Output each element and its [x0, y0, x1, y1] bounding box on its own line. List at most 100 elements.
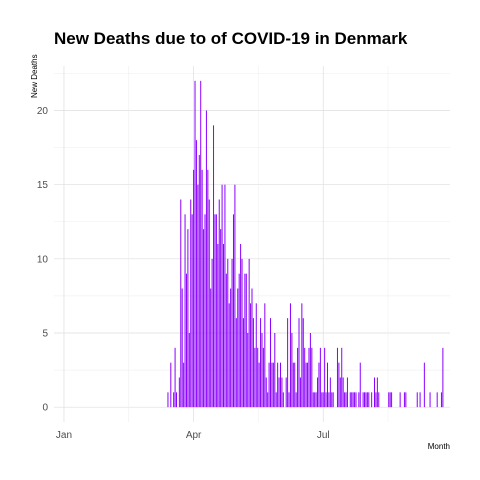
bar: [282, 392, 284, 408]
x-tick-label: Apr: [186, 430, 202, 441]
bar: [399, 392, 401, 408]
bar: [228, 303, 230, 408]
bar: [279, 362, 281, 408]
bar: [271, 362, 273, 408]
bar: [312, 392, 314, 408]
bar: [258, 362, 260, 408]
bar: [215, 214, 217, 408]
bar: [178, 377, 180, 408]
bar: [318, 362, 320, 408]
bar: [201, 169, 203, 408]
bar: [170, 362, 172, 408]
y-tick-label: 5: [42, 329, 48, 340]
bar: [205, 110, 207, 408]
bar: [389, 392, 391, 408]
bar: [405, 392, 407, 408]
y-tick-label: 0: [42, 403, 48, 414]
bar: [346, 377, 348, 408]
bar: [223, 244, 225, 408]
bar: [230, 288, 232, 408]
bar: [194, 80, 196, 408]
bar: [374, 377, 376, 408]
bar: [197, 184, 199, 408]
bar: [326, 362, 328, 408]
bar: [174, 347, 176, 408]
bar: [167, 392, 169, 408]
bar: [339, 377, 341, 408]
bar: [287, 318, 289, 408]
bar: [247, 333, 249, 408]
bar: [184, 214, 186, 408]
bar: [305, 362, 307, 408]
bar: [260, 318, 262, 408]
bar: [375, 392, 377, 408]
bar: [213, 125, 215, 408]
bar: [342, 377, 344, 408]
bar: [218, 199, 220, 408]
bar: [331, 392, 333, 408]
bar: [311, 347, 313, 408]
bar: [265, 377, 267, 408]
bar: [358, 392, 360, 408]
bar: [188, 333, 190, 408]
bar: [429, 392, 431, 408]
bar: [241, 258, 243, 408]
bar: [298, 318, 300, 408]
bar: [301, 303, 303, 408]
bar: [244, 273, 246, 408]
bar: [440, 392, 442, 408]
bar: [391, 392, 393, 408]
bar: [221, 184, 223, 408]
bar: [173, 392, 175, 408]
bar: [231, 258, 233, 408]
bar: [211, 258, 213, 408]
bar: [181, 288, 183, 408]
bar: [250, 303, 252, 408]
bar: [354, 392, 356, 408]
bar: [338, 362, 340, 408]
bar: [368, 392, 370, 408]
bar: [238, 273, 240, 408]
bar: [351, 392, 353, 408]
bar: [235, 318, 237, 408]
bar: [328, 392, 330, 408]
bar: [376, 377, 378, 408]
x-tick-label: Jul: [317, 430, 330, 441]
bar: [268, 362, 270, 408]
bar: [270, 318, 272, 408]
bar: [220, 229, 222, 408]
bar: [245, 273, 247, 408]
bar: [257, 347, 259, 408]
bar: [207, 169, 209, 408]
bar: [325, 392, 327, 408]
bar: [315, 392, 317, 408]
bar: [248, 258, 250, 408]
bar: [291, 333, 293, 408]
bar: [190, 199, 192, 408]
y-tick-labels: 0 5 10 15 20: [37, 106, 49, 414]
bar: [193, 169, 195, 408]
bar: [329, 377, 331, 408]
bar: [366, 392, 368, 408]
bar: [423, 362, 425, 408]
bar: [416, 392, 418, 408]
bar: [371, 392, 373, 408]
bar: [365, 392, 367, 408]
bar: [261, 333, 263, 408]
bar: [251, 288, 253, 408]
x-tick-labels: Jan Apr Jul: [56, 430, 330, 441]
chart-title: New Deaths due to of COVID-19 in Denmark: [54, 29, 408, 48]
bar: [242, 318, 244, 408]
bar: [224, 184, 226, 408]
bar: [364, 392, 366, 408]
bar: [255, 303, 257, 408]
bar: [187, 229, 189, 408]
bar: [336, 347, 338, 408]
bar: [227, 258, 229, 408]
bar: [267, 392, 269, 408]
bar: [200, 80, 202, 408]
y-tick-label: 15: [37, 180, 49, 191]
bar: [388, 392, 390, 408]
bar: [314, 392, 316, 408]
bar: [302, 318, 304, 408]
